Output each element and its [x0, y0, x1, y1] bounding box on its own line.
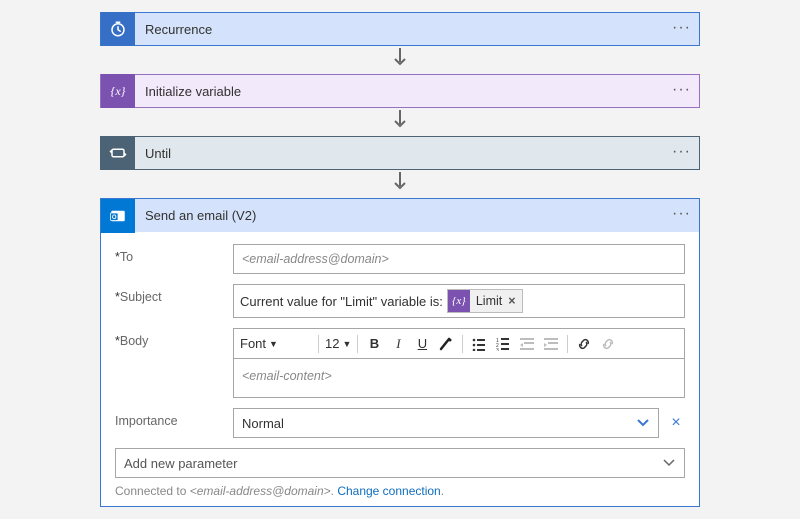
connection-footer: Connected to <email-address@domain>. Cha…: [115, 484, 685, 498]
link-button[interactable]: [574, 333, 594, 355]
font-select[interactable]: Font▼: [240, 336, 312, 351]
loop-icon: [101, 136, 135, 170]
rich-text-toolbar: Font▼ 12▼ B I U 123: [233, 328, 685, 358]
indent-increase-button[interactable]: [541, 333, 561, 355]
svg-text:3: 3: [496, 348, 499, 351]
bulleted-list-button[interactable]: [469, 333, 489, 355]
underline-button[interactable]: U: [412, 333, 432, 355]
variable-icon: {x}: [448, 290, 470, 312]
send-email-card-header[interactable]: O Send an email (V2) ···: [100, 198, 700, 232]
card-menu-button[interactable]: ···: [672, 81, 691, 99]
change-connection-link[interactable]: Change connection: [337, 484, 440, 498]
initialize-variable-title: Initialize variable: [135, 84, 699, 99]
bold-button[interactable]: B: [364, 333, 384, 355]
indent-decrease-button[interactable]: [517, 333, 537, 355]
color-button[interactable]: [436, 333, 456, 355]
send-email-title: Send an email (V2): [135, 208, 699, 223]
send-email-panel: *To <email-address@domain> *Subject Curr…: [100, 232, 700, 507]
chevron-down-icon: [636, 415, 650, 432]
connector-arrow: [392, 110, 408, 132]
font-size-select[interactable]: 12▼: [325, 333, 351, 355]
chevron-down-icon: [662, 455, 676, 472]
recurrence-title: Recurrence: [135, 22, 699, 37]
svg-text:O: O: [112, 215, 117, 221]
connector-arrow: [392, 48, 408, 70]
card-menu-button[interactable]: ···: [672, 205, 691, 223]
add-parameter-select[interactable]: Add new parameter: [115, 448, 685, 478]
unlink-button[interactable]: [598, 333, 618, 355]
subject-input[interactable]: Current value for "Limit" variable is: {…: [233, 284, 685, 318]
until-card[interactable]: Until ···: [100, 136, 700, 170]
token-remove-button[interactable]: ×: [508, 294, 515, 308]
to-input[interactable]: <email-address@domain>: [233, 244, 685, 274]
numbered-list-button[interactable]: 123: [493, 333, 513, 355]
outlook-icon: O: [101, 199, 135, 233]
initialize-variable-card[interactable]: {x} Initialize variable ···: [100, 74, 700, 108]
card-menu-button[interactable]: ···: [672, 143, 691, 161]
variable-token[interactable]: {x} Limit ×: [447, 289, 523, 313]
clock-icon: [101, 12, 135, 46]
importance-value: Normal: [242, 416, 284, 431]
subject-text: Current value for "Limit" variable is:: [240, 294, 443, 309]
connector-arrow: [392, 172, 408, 194]
card-menu-button[interactable]: ···: [672, 19, 691, 37]
subject-label: *Subject: [115, 284, 233, 304]
to-label: *To: [115, 244, 233, 264]
italic-button[interactable]: I: [388, 333, 408, 355]
until-title: Until: [135, 146, 699, 161]
importance-label: Importance: [115, 408, 233, 428]
importance-select[interactable]: Normal: [233, 408, 659, 438]
recurrence-card[interactable]: Recurrence ···: [100, 12, 700, 46]
variable-icon: {x}: [101, 74, 135, 108]
clear-importance-button[interactable]: ×: [667, 414, 685, 432]
token-label: Limit: [476, 294, 502, 308]
body-label: *Body: [115, 328, 233, 348]
body-input[interactable]: <email-content>: [233, 358, 685, 398]
